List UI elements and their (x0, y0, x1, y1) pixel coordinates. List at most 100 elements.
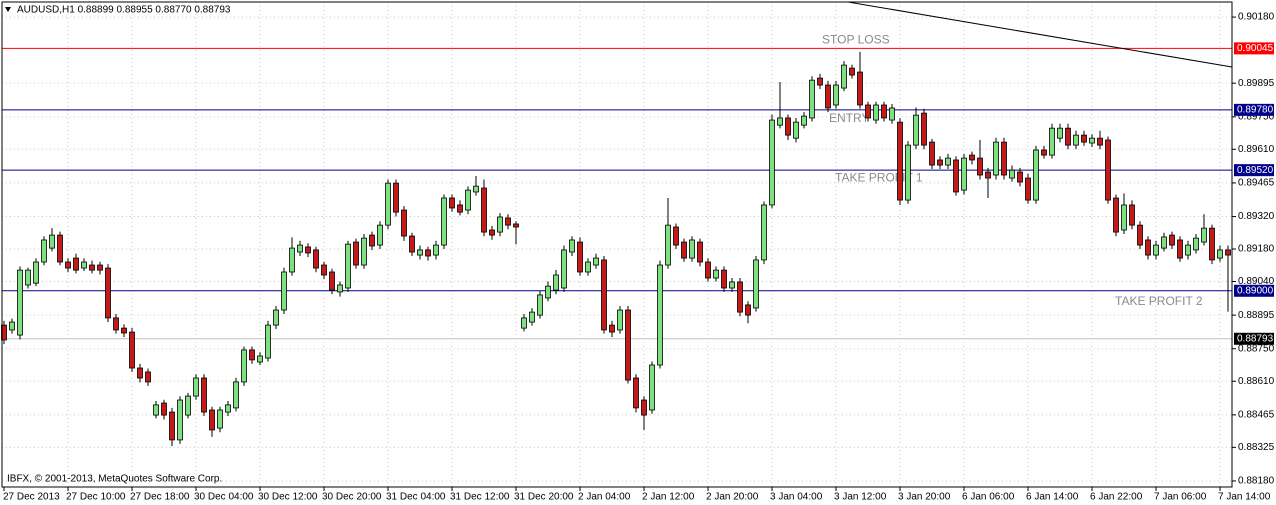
candle-body (185, 395, 191, 416)
candle-body (825, 84, 831, 109)
candle-body (273, 309, 279, 326)
candle-body (753, 259, 759, 309)
candle-body (1225, 249, 1231, 256)
candle-body (785, 117, 791, 136)
candle-body (873, 104, 879, 121)
x-tick-label: 31 Dec 04:00 (386, 492, 446, 503)
candle-body (897, 121, 903, 201)
candle-body (257, 355, 263, 363)
candle-body (505, 217, 511, 226)
candle-body (713, 269, 719, 279)
candle-body (1209, 227, 1215, 261)
candle-body (321, 264, 327, 276)
candle-body (577, 241, 583, 273)
candle-body (177, 399, 183, 441)
candle-body (673, 226, 679, 246)
candle-body (105, 267, 111, 319)
candle-body (73, 257, 79, 271)
candle-body (1153, 244, 1159, 256)
candle-body (393, 182, 399, 213)
level-name: TAKE PROFIT 2 (1115, 294, 1203, 308)
candle-body (1025, 177, 1031, 201)
candle-body (1129, 204, 1135, 226)
level-label: 0.89000 (1237, 285, 1274, 296)
x-tick-label: 27 Dec 18:00 (130, 492, 190, 503)
candle-body (921, 112, 927, 146)
candle-body (977, 157, 983, 176)
candle-body (113, 317, 119, 331)
level-name: ENTRY (829, 111, 869, 125)
candle-body (25, 269, 31, 286)
x-tick-label: 31 Dec 12:00 (450, 492, 510, 503)
candle-body (1089, 137, 1095, 144)
candle-body (249, 349, 255, 361)
candle-body (889, 107, 895, 121)
x-tick-label: 6 Jan 22:00 (1090, 492, 1143, 503)
candle-body (41, 239, 47, 263)
candle-body (409, 235, 415, 253)
candle-body (481, 187, 487, 233)
candle-body (329, 271, 335, 291)
candle-body (345, 243, 351, 289)
candle-body (937, 159, 943, 166)
candle-body (1113, 197, 1119, 233)
level-name: STOP LOSS (822, 33, 890, 47)
candle-body (945, 157, 951, 166)
candle-body (1009, 169, 1015, 179)
x-tick-label: 27 Dec 10:00 (66, 492, 126, 503)
y-tick-label: 0.89040 (1238, 276, 1275, 287)
candle-body (1041, 149, 1047, 156)
candle-body (721, 269, 727, 289)
x-tick-label: 30 Dec 20:00 (322, 492, 382, 503)
level-label-box (1234, 42, 1274, 55)
candle-body (881, 104, 887, 119)
candle-body (817, 77, 823, 86)
candle-body (665, 224, 671, 266)
candle-body (217, 409, 223, 429)
candle-body (353, 241, 359, 266)
y-tick-label: 0.88180 (1238, 476, 1275, 487)
candle-body (833, 84, 839, 106)
y-tick-label: 0.88325 (1238, 442, 1275, 453)
candle-body (65, 261, 71, 269)
candle-body (569, 239, 575, 253)
candle-body (121, 327, 127, 334)
candle-body (913, 114, 919, 146)
candle-body (585, 261, 591, 273)
candle-body (809, 79, 815, 119)
candle-body (337, 284, 343, 293)
candle-body (537, 294, 543, 316)
candle-body (793, 121, 799, 139)
axes: 0.90180 0.89895 0.89750 0.89610 0.89465 0.893… (3, 12, 1275, 503)
candle-body (417, 249, 423, 256)
menu-arrow[interactable] (5, 7, 11, 12)
x-tick-label: 6 Jan 14:00 (1026, 492, 1079, 503)
candle-body (137, 367, 143, 379)
candle-body (545, 285, 551, 299)
x-tick-label: 31 Dec 20:00 (514, 492, 574, 503)
x-tick-label: 30 Dec 04:00 (194, 492, 254, 503)
level-label: 0.89520 (1237, 165, 1274, 176)
candle-body (1081, 134, 1087, 143)
x-tick-label: 2 Jan 04:00 (578, 492, 631, 503)
candle-body (745, 304, 751, 316)
credit: IBFX, © 2001-2013, MetaQuotes Software C… (7, 474, 222, 485)
candle-body (97, 264, 103, 271)
candle-body (1193, 237, 1199, 251)
candle-body (1065, 127, 1071, 146)
candle-body (145, 371, 151, 383)
candle-body (305, 246, 311, 254)
candle-body (929, 141, 935, 166)
candle-body (265, 324, 271, 359)
candle-body (1097, 137, 1103, 146)
candle-body (425, 249, 431, 257)
candle-body (49, 234, 55, 249)
candle-body (617, 309, 623, 331)
y-tick-label: 0.88610 (1238, 376, 1275, 387)
candle-body (433, 244, 439, 256)
candle-body (385, 182, 391, 226)
candle-body (1217, 249, 1223, 259)
level-label-box (1234, 284, 1274, 297)
candle-body (497, 216, 503, 233)
